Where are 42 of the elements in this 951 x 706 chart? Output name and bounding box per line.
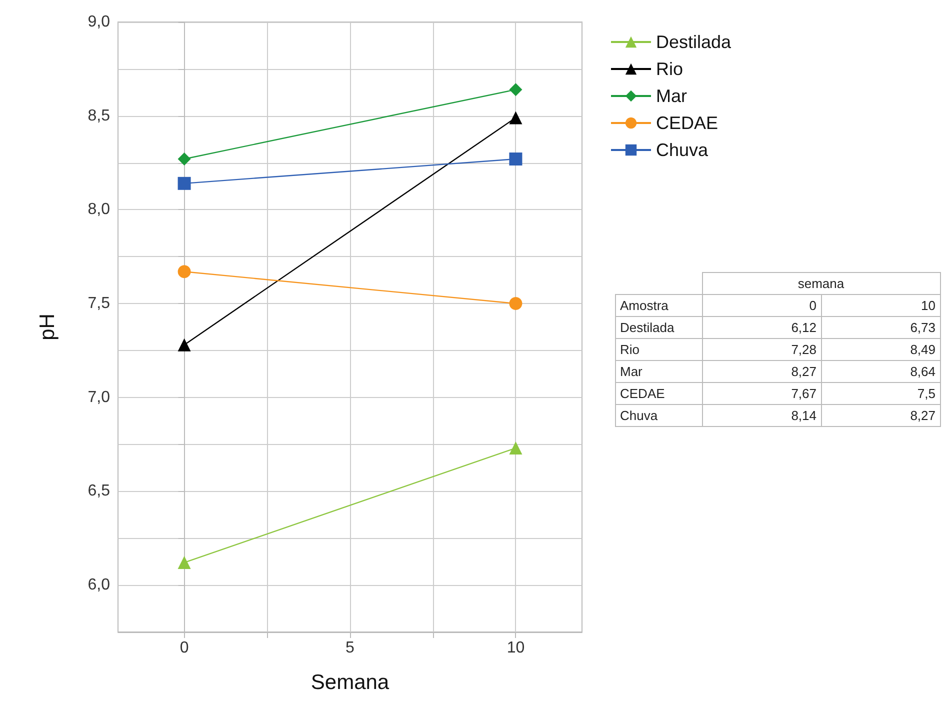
y-tick-label: 7,0 [88,388,110,406]
point [509,297,522,310]
legend-label: CEDAE [656,113,718,133]
legend-label: Destilada [656,32,732,52]
text: 8,27 [702,360,821,382]
text: 7,5 [821,382,940,404]
y-axis-title: pH [36,314,59,340]
text: 10 [821,294,940,316]
text: 7,67 [702,382,821,404]
y-tick-label: 9,0 [88,14,110,30]
legend-label: Rio [656,59,684,79]
text: 8,64 [821,360,940,382]
legend-label: Chuva [656,140,710,160]
legend-label: Mar [656,86,688,106]
text: 6,73 [821,316,940,338]
x-axis-title: Semana [310,671,390,694]
x-tick-label: 0 [180,640,189,656]
text: Destilada [616,316,702,338]
text: Amostra [616,294,702,316]
x-tick-label: 5 [346,640,355,656]
y-tick-label: 6,5 [88,482,110,500]
text: Mar [616,360,702,382]
text: Chuva [616,404,702,426]
y-tick-label: 7,5 [88,295,110,312]
y-tick-label: 8,5 [88,107,110,124]
point [178,152,191,166]
y-tick-label: 6,0 [88,576,110,594]
text: 8,14 [702,404,821,426]
text: 8,49 [821,338,940,360]
x-tick-label: 10 [506,640,525,656]
point [509,152,522,166]
point [178,265,191,278]
point [509,83,522,96]
text: 7,28 [702,338,821,360]
text: semana [702,272,940,294]
text: CEDAE [616,382,702,404]
point [178,176,191,190]
text: 6,12 [702,316,821,338]
y-tick-label: 8,0 [88,201,110,218]
text: 0 [702,294,821,316]
text: 8,27 [821,404,940,426]
text: Rio [616,338,702,360]
